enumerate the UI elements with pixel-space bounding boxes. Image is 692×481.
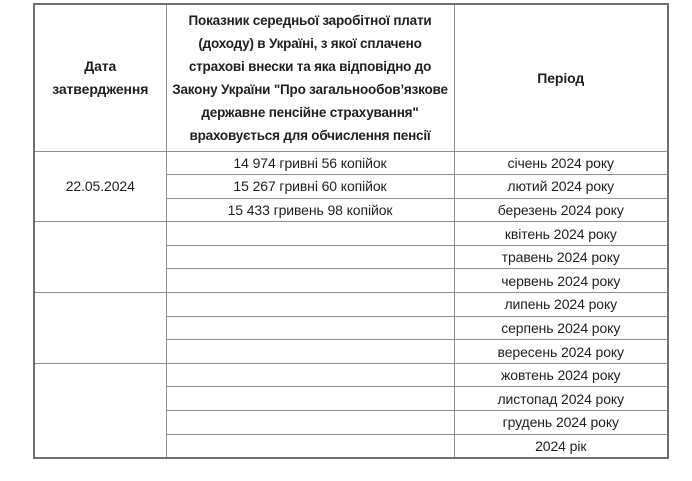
table-row: червень 2024 року <box>34 268 669 294</box>
table-row: листопад 2024 року <box>34 386 669 412</box>
header-indicator-line: враховується для обчислення пенсії <box>189 127 431 143</box>
table-row: 2024 рік <box>34 433 669 459</box>
value-cell <box>165 268 455 294</box>
period-cell: квітень 2024 року <box>453 221 669 246</box>
salary-indicator-table: Дата затвердження Показник середньої зар… <box>33 3 669 459</box>
period-cell: січень 2024 року <box>453 150 669 176</box>
period-cell: липень 2024 року <box>453 292 669 317</box>
period-cell: травень 2024 року <box>453 244 669 270</box>
period-cell: 2024 рік <box>453 433 669 459</box>
header-period-label: Період <box>537 69 585 86</box>
header-indicator-column: Показник середньої заробітної плати (дох… <box>165 3 455 152</box>
period-cell: вересень 2024 року <box>453 339 669 364</box>
value-cell: 15 267 гривні 60 копійок <box>165 174 455 199</box>
header-indicator-line: Закону України "Про загальнообов’язкове <box>172 81 448 97</box>
period-cell: листопад 2024 року <box>453 386 669 412</box>
table-row: вересень 2024 року <box>34 339 669 364</box>
value-cell <box>165 386 455 412</box>
value-cell <box>165 315 455 341</box>
header-date-line: затвердження <box>52 80 149 97</box>
value-cell <box>165 244 455 270</box>
table-row: жовтень 2024 року <box>33 362 669 459</box>
period-cell: грудень 2024 року <box>453 410 669 435</box>
approval-date-cell: 22.05.2024 <box>33 150 167 223</box>
table-row: травень 2024 року <box>34 244 669 270</box>
table-row: липень 2024 року <box>33 292 669 364</box>
period-cell: жовтень 2024 року <box>453 362 669 388</box>
table-row: грудень 2024 року <box>34 410 669 435</box>
value-cell <box>165 410 455 435</box>
value-cell <box>165 362 455 388</box>
table-row: серпень 2024 року <box>34 315 669 341</box>
table-row: 15 267 гривні 60 копійок лютий 2024 року <box>34 174 669 199</box>
period-cell: лютий 2024 року <box>453 174 669 199</box>
approval-date-cell <box>33 221 167 294</box>
header-indicator-line: страхові внески та яка відповідно до <box>188 58 432 74</box>
value-cell <box>165 292 455 317</box>
table-row: 15 433 гривень 98 копійок березень 2024 … <box>34 197 669 223</box>
header-indicator-line: державне пенсійне страхування" <box>201 104 419 120</box>
value-cell <box>165 433 455 459</box>
value-cell: 14 974 гривні 56 копійок <box>165 150 455 176</box>
table-row: 22.05.2024 14 974 гривні 56 копійок січе… <box>33 150 669 223</box>
header-date-column: Дата затвердження <box>33 3 167 152</box>
header-indicator-line: (доходу) в Україні, з якої сплачено <box>198 35 422 51</box>
period-cell: березень 2024 року <box>453 197 669 223</box>
header-date-line: Дата <box>84 57 117 74</box>
value-cell <box>165 339 455 364</box>
table-row: квітень 2024 року <box>33 221 669 294</box>
header-indicator-line: Показник середньої заробітної плати <box>188 12 432 28</box>
period-cell: серпень 2024 року <box>453 315 669 341</box>
period-cell: червень 2024 року <box>453 268 669 294</box>
value-cell: 15 433 гривень 98 копійок <box>165 197 455 223</box>
header-period-column: Період <box>453 3 669 152</box>
value-cell <box>165 221 455 246</box>
approval-date-cell <box>33 292 167 364</box>
header-row: Дата затвердження Показник середньої зар… <box>33 3 669 152</box>
approval-date-cell <box>33 362 167 459</box>
